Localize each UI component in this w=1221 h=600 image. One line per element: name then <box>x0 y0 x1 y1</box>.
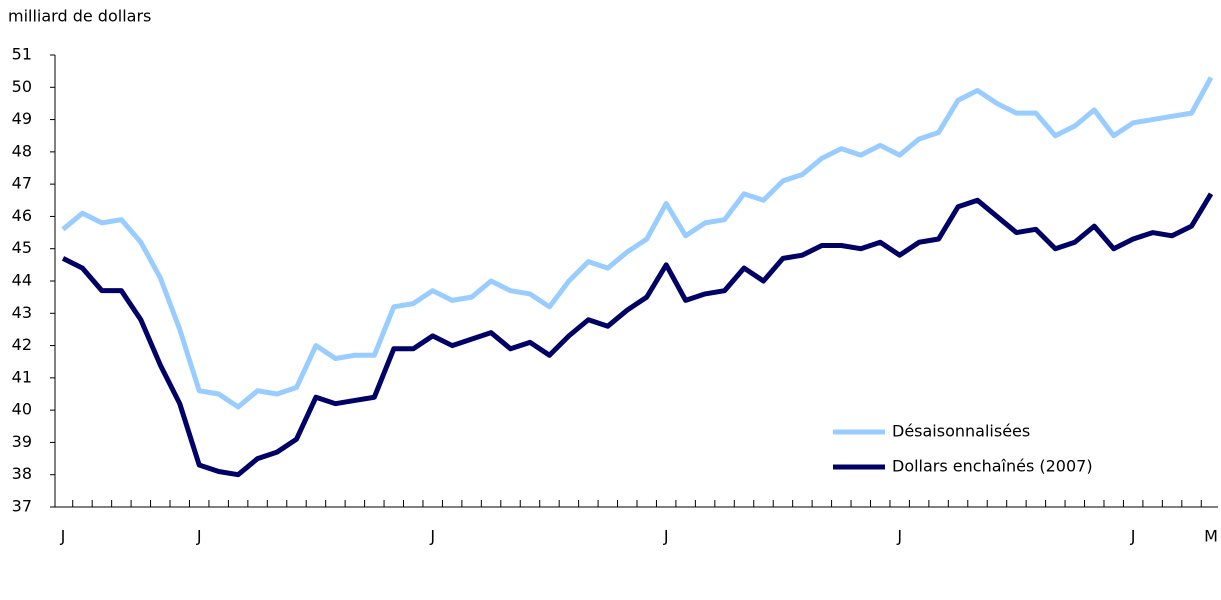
y-tick-label: 38 <box>12 464 32 483</box>
y-tick-label: 51 <box>12 45 32 64</box>
y-tick-label: 48 <box>12 141 32 160</box>
y-tick-label: 47 <box>12 174 32 193</box>
y-tick-label: 45 <box>12 238 32 257</box>
x-tick-label: J <box>429 527 435 546</box>
legend-label: Dollars enchaînés (2007) <box>892 457 1093 476</box>
y-tick-label: 40 <box>12 400 32 419</box>
y-axis-label: milliard de dollars <box>8 7 151 26</box>
y-tick-label: 44 <box>12 271 32 290</box>
y-tick-label: 43 <box>12 303 32 322</box>
y-tick-label: 37 <box>12 497 32 516</box>
data-line <box>61 76 1214 410</box>
x-tick-label: M <box>1204 527 1218 546</box>
y-tick-label: 50 <box>12 77 32 96</box>
data-line <box>61 192 1214 478</box>
legend-label: Désaisonnalisées <box>892 422 1030 441</box>
x-tick-label: J <box>196 527 202 546</box>
x-tick-label: J <box>896 527 902 546</box>
x-tick-label: J <box>663 527 669 546</box>
y-tick-label: 41 <box>12 367 32 386</box>
x-tick-label: J <box>1130 527 1136 546</box>
x-tick-label: J <box>60 527 66 546</box>
y-tick-label: 46 <box>12 206 32 225</box>
y-tick-label: 39 <box>12 432 32 451</box>
y-tick-label: 49 <box>12 109 32 128</box>
y-tick-label: 42 <box>12 335 32 354</box>
